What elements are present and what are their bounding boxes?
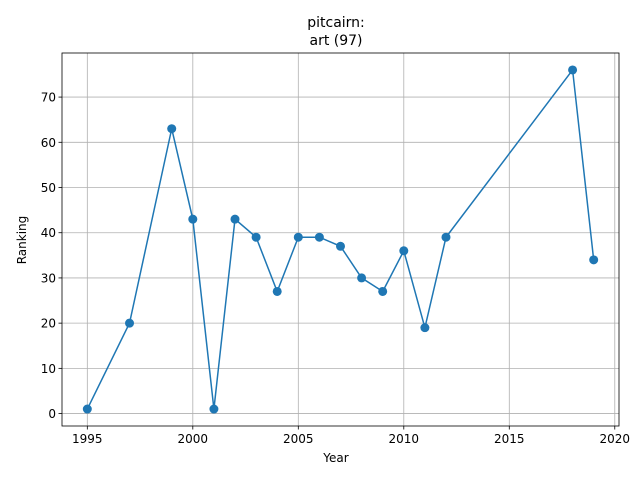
chart-title-line-2: art (97) xyxy=(309,33,362,49)
data-point xyxy=(293,232,303,242)
data-point xyxy=(125,318,135,328)
x-tick-label: 2000 xyxy=(178,432,209,446)
series-line xyxy=(86,68,595,410)
data-point xyxy=(568,65,578,75)
y-tick-label: 20 xyxy=(41,317,56,331)
data-point xyxy=(251,232,261,242)
y-tick-label: 30 xyxy=(41,271,56,285)
y-tick-label: 60 xyxy=(41,136,56,150)
y-tick-label: 50 xyxy=(41,181,56,195)
x-tick-label: 2015 xyxy=(494,432,525,446)
x-tick-label: 2020 xyxy=(600,432,631,446)
data-point xyxy=(378,286,388,296)
y-tick-label: 10 xyxy=(41,362,56,376)
plot-frame xyxy=(61,52,620,427)
data-point xyxy=(399,246,409,256)
y-tick-label: 0 xyxy=(48,407,56,421)
y-axis-label: Ranking xyxy=(15,216,29,265)
data-point xyxy=(589,255,599,265)
chart-title-line-1: pitcairn: xyxy=(307,15,365,31)
data-point xyxy=(209,404,219,414)
x-tick-label: 1995 xyxy=(72,432,103,446)
data-point xyxy=(272,286,282,296)
data-point xyxy=(167,124,177,134)
x-tick-label: 2005 xyxy=(283,432,314,446)
data-point xyxy=(82,404,92,414)
data-point xyxy=(314,232,324,242)
x-tick-label: 2010 xyxy=(389,432,420,446)
axis-ticks: 1995 2000 2005 2010 2015 2020 0 10 20 30 40 50 60 70 xyxy=(41,91,630,446)
y-tick-label: 40 xyxy=(41,226,56,240)
data-point xyxy=(441,232,451,242)
y-tick-label: 70 xyxy=(41,91,56,105)
series xyxy=(82,65,599,414)
data-point xyxy=(357,273,367,283)
grid xyxy=(62,53,619,426)
data-point xyxy=(188,214,198,224)
data-point xyxy=(336,241,345,251)
x-axis-label: Year xyxy=(322,451,348,465)
data-point xyxy=(420,323,430,333)
data-point xyxy=(230,214,240,224)
